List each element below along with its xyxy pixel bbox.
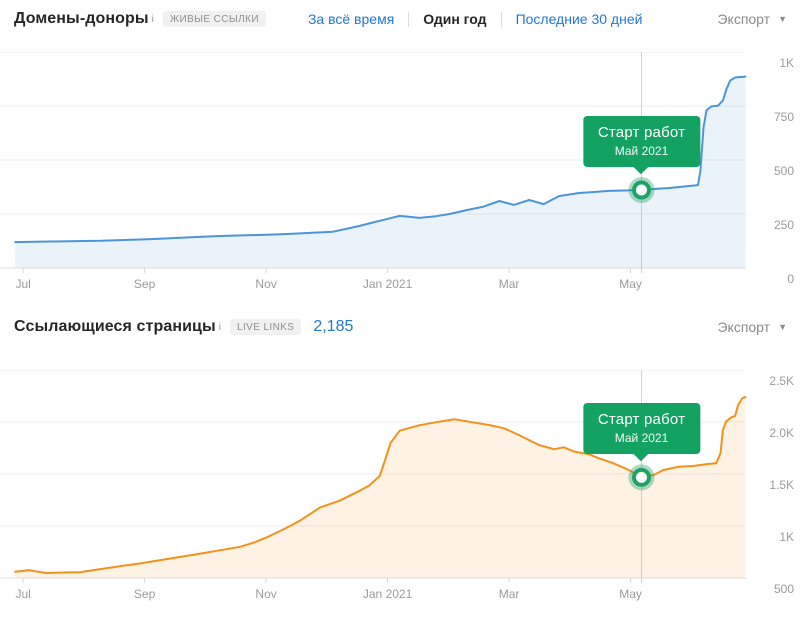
x-axis-label: Nov: [255, 277, 277, 291]
y-axis-label: 1.5K: [769, 478, 794, 492]
export-button-domains[interactable]: Экспорт ▼: [717, 11, 787, 27]
x-axis-label: Sep: [133, 277, 156, 291]
y-axis-label: 2.0K: [769, 426, 794, 440]
tab-last-30-days[interactable]: Последние 30 дней: [515, 11, 643, 27]
y-axis-label: 750: [773, 110, 794, 124]
live-links-count[interactable]: 2,185: [313, 318, 354, 335]
section-referring-domains-header: Домены-доноры i ЖИВЫЕ ССЫЛКИ За всё врем…: [14, 10, 787, 28]
y-axis-label: 2.5K: [769, 374, 794, 388]
section-referring-pages-header: Ссылающиеся страницы i LIVE LINKS 2,185 …: [14, 318, 787, 336]
tab-separator: [500, 11, 502, 27]
export-label: Экспорт: [717, 11, 771, 27]
referring-pages-chart: Старт работ Май 2021 2.5K 2.0K 1.5K 1K 500 Ju…: [0, 370, 801, 610]
series-area: [15, 397, 746, 578]
x-axis-label: Mar: [498, 587, 520, 601]
y-axis-label: 250: [773, 218, 794, 232]
x-axis-label: Nov: [255, 587, 277, 601]
referring-pages-plot[interactable]: [0, 370, 801, 584]
info-icon[interactable]: i: [151, 13, 154, 25]
x-axis-label: Jan 2021: [362, 587, 413, 601]
x-axis-label: Jul: [15, 277, 31, 291]
chevron-down-icon: ▼: [778, 14, 787, 24]
x-axis-label: Jul: [15, 587, 31, 601]
tab-separator: [408, 11, 410, 27]
annotation-marker: [628, 464, 655, 491]
annotation-marker: [628, 177, 655, 204]
y-axis-label: 1K: [779, 530, 794, 544]
referring-domains-chart: Старт работ Май 2021 1K 750 500 250 0 Jul Sep N…: [0, 52, 801, 300]
series-line: [14, 396, 747, 574]
live-links-badge: LIVE LINKS: [229, 319, 302, 335]
x-axis-label: Jan 2021: [362, 277, 413, 291]
y-axis-label: 500: [773, 582, 794, 596]
tooltip-subtitle: Май 2021: [614, 144, 669, 159]
live-links-badge: ЖИВЫЕ ССЫЛКИ: [162, 11, 266, 27]
y-axis-label: 1K: [779, 56, 794, 70]
y-axis-label: 0: [787, 272, 794, 286]
section-title: Ссылающиеся страницы: [14, 318, 216, 335]
y-axis-label: 500: [773, 164, 794, 178]
tooltip-subtitle: Май 2021: [614, 431, 669, 446]
tooltip-title: Старт работ: [597, 411, 686, 429]
x-axis-label: May: [619, 277, 642, 291]
x-axis-label: May: [619, 587, 642, 601]
tab-one-year[interactable]: Один год: [423, 11, 487, 27]
export-button-pages[interactable]: Экспорт ▼: [717, 319, 787, 335]
annotation-tooltip: Старт работ Май 2021: [582, 116, 701, 168]
info-icon[interactable]: i: [218, 321, 221, 333]
tab-all-time[interactable]: За всё время: [307, 11, 395, 27]
series-area: [15, 76, 746, 268]
tooltip-title: Старт работ: [597, 124, 686, 142]
series-line: [14, 75, 747, 244]
section-title: Домены-доноры: [14, 10, 149, 27]
x-axis-label: Mar: [498, 277, 520, 291]
annotation-tooltip: Старт работ Май 2021: [582, 403, 701, 455]
chevron-down-icon: ▼: [778, 322, 787, 332]
period-tabs: За всё время Один год Последние 30 дней: [308, 11, 642, 27]
referring-domains-plot[interactable]: [0, 52, 801, 274]
x-axis-label: Sep: [133, 587, 156, 601]
export-label: Экспорт: [717, 319, 771, 335]
